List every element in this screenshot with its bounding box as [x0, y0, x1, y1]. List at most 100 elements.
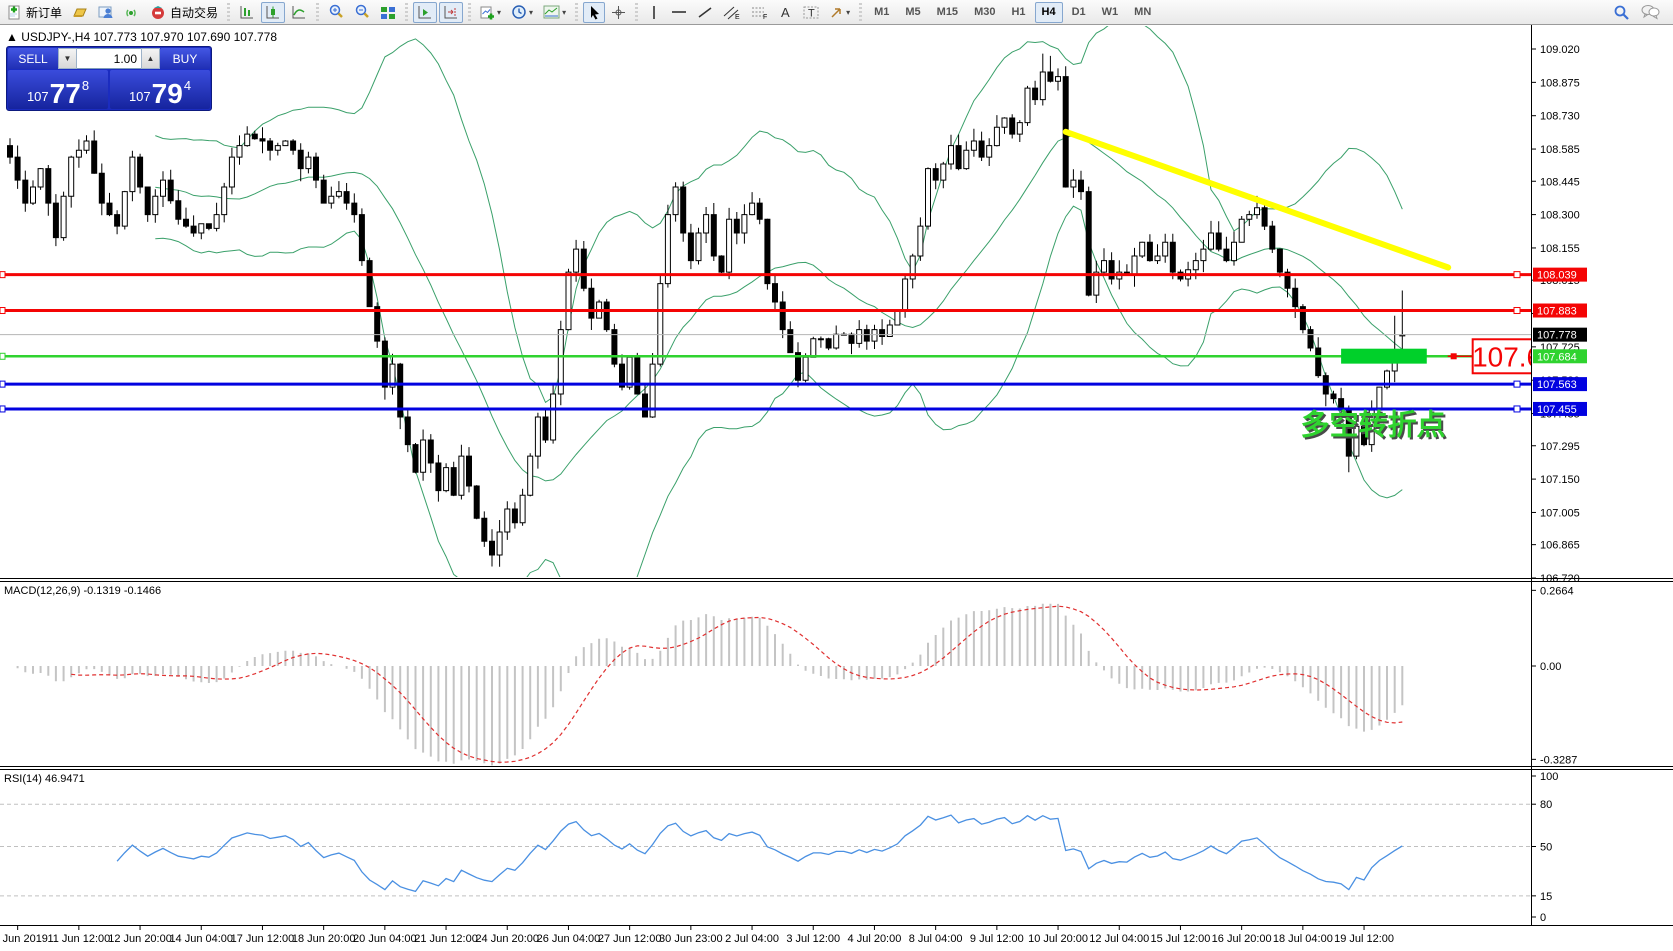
time-tick-label: 11 Jun 12:00	[47, 933, 110, 945]
turning-zone-rectangle[interactable]	[1341, 348, 1427, 364]
profiles-button[interactable]	[68, 2, 92, 23]
volume-decrease-button[interactable]: ▼	[58, 48, 77, 69]
time-tick-label: 20 Jun 04:00	[353, 933, 417, 945]
price-flag-handle[interactable]	[1450, 353, 1457, 360]
text-tool-icon: A	[781, 5, 790, 20]
periods-button[interactable]: ▾	[507, 2, 537, 23]
auto-scroll-button[interactable]	[413, 1, 438, 23]
chart-shift-icon	[444, 5, 458, 18]
trendline-annotation[interactable]	[1062, 128, 1452, 271]
line-handle[interactable]	[0, 405, 6, 413]
timeframe-button-H1[interactable]: H1	[1011, 6, 1026, 18]
trendline-button[interactable]	[693, 2, 717, 23]
toolbar-grip	[633, 3, 641, 21]
toolbar-grip	[314, 3, 322, 21]
price-tick-label: 106.720	[1540, 573, 1580, 585]
line-handle[interactable]	[0, 271, 6, 279]
line-handle[interactable]	[1513, 405, 1521, 413]
price-badge-label: 107.563	[1537, 379, 1577, 391]
time-tick-label: 4 Jul 20:00	[848, 933, 902, 945]
fibonacci-button[interactable]: F	[747, 2, 773, 23]
collapse-arrow-icon[interactable]: ▲	[6, 30, 18, 44]
price-tick-label: 108.445	[1540, 176, 1580, 188]
arrows-tool-button[interactable]: ▾	[825, 2, 854, 23]
price-tick-label: 109.020	[1540, 44, 1580, 56]
volume-increase-button[interactable]: ▲	[141, 48, 160, 69]
timeframe-button-D1[interactable]: D1	[1071, 6, 1086, 18]
zoom-in-button[interactable]	[324, 2, 348, 23]
new-order-button[interactable]: 新订单	[3, 2, 66, 23]
bollinger-band-line	[155, 134, 1403, 482]
macd-signal-line	[71, 605, 1403, 763]
rsi-label: RSI(14) 46.9471	[4, 773, 85, 785]
zoom-out-icon	[355, 4, 369, 18]
timeframe-button-W1[interactable]: W1	[1101, 6, 1119, 18]
search-button[interactable]	[1609, 2, 1634, 23]
auto-scroll-icon	[418, 5, 432, 18]
zoom-out-button[interactable]	[350, 2, 374, 23]
new-chart-button[interactable]: ▾	[476, 2, 505, 23]
vertical-line-button[interactable]	[643, 2, 665, 23]
candlestick-chart-icon	[266, 5, 280, 18]
sell-button[interactable]: SELL	[8, 48, 58, 69]
bar-chart-button[interactable]	[235, 2, 259, 23]
bollinger-band-line	[155, 205, 1403, 577]
time-tick-label: 18 Jul 04:00	[1273, 933, 1333, 945]
symbol-ohlc-line: USDJPY-,H4 107.773 107.970 107.690 107.7…	[21, 30, 277, 44]
chart-shift-button[interactable]	[439, 1, 464, 23]
cursor-button[interactable]	[583, 1, 606, 23]
timeframe-button-M5[interactable]: M5	[905, 6, 921, 18]
templates-button[interactable]: ▾	[539, 2, 570, 23]
cn-annotation-text[interactable]: 多空转折点	[1301, 407, 1446, 441]
main-toolbar: 新订单 自动交易	[0, 0, 1673, 25]
volume-input[interactable]	[77, 48, 141, 69]
signals-button[interactable]	[120, 2, 144, 23]
price-badge-label: 108.039	[1537, 270, 1577, 282]
candlestick-chart-button[interactable]	[261, 1, 286, 23]
chat-button[interactable]	[1636, 2, 1664, 23]
macd-tick-label: 0.2664	[1540, 585, 1574, 597]
horizontal-line-button[interactable]	[667, 2, 691, 23]
equidistant-channel-button[interactable]: E	[719, 2, 745, 23]
time-tick-label: 19 Jul 12:00	[1334, 933, 1394, 945]
line-handle[interactable]	[1513, 271, 1521, 279]
toolbar-grip	[403, 3, 411, 21]
tile-windows-button[interactable]	[376, 2, 400, 23]
text-tool-button[interactable]: A	[775, 2, 797, 23]
svg-text:A: A	[781, 5, 790, 20]
rsi-tick-label: 100	[1540, 771, 1558, 783]
timeframe-button-M1[interactable]: M1	[874, 6, 890, 18]
line-handle[interactable]	[0, 380, 6, 388]
timeframe-button-H4[interactable]: H4	[1034, 1, 1063, 23]
cn-annotation-shadow: 多空转折点	[1303, 409, 1448, 443]
price-tick-label: 107.005	[1540, 507, 1580, 519]
macd-label: MACD(12,26,9) -0.1319 -0.1466	[4, 585, 162, 597]
sell-quote[interactable]: 107 77 8	[8, 70, 108, 109]
line-handle[interactable]	[0, 307, 6, 315]
text-label-button[interactable]: T	[799, 2, 823, 23]
time-tick-label: 15 Jul 12:00	[1150, 933, 1210, 945]
crosshair-icon	[612, 5, 626, 19]
new-order-icon	[8, 5, 20, 19]
autotrading-button[interactable]: 自动交易	[146, 2, 222, 23]
price-flag-box[interactable]	[1471, 338, 1573, 375]
timeframe-button-M15[interactable]: M15	[936, 6, 959, 18]
timeframe-button-M30[interactable]: M30	[974, 6, 996, 18]
navigator-button[interactable]	[94, 2, 118, 23]
buy-button[interactable]: BUY	[160, 48, 210, 69]
line-handle[interactable]	[0, 352, 6, 360]
svg-text:F: F	[763, 14, 767, 20]
autotrading-icon	[152, 5, 165, 19]
line-handle[interactable]	[1513, 307, 1521, 315]
time-tick-label: 10 Jun 2019	[0, 933, 48, 945]
crosshair-button[interactable]	[607, 2, 630, 23]
line-chart-button[interactable]	[287, 2, 311, 23]
trendline-icon	[698, 6, 712, 18]
timeframe-button-MN[interactable]: MN	[1134, 6, 1152, 18]
buy-quote[interactable]: 107 79 4	[110, 70, 210, 109]
bearish-candles	[7, 71, 1367, 556]
line-handle[interactable]	[1513, 380, 1521, 388]
macd-tick-label: 0.00	[1540, 661, 1561, 673]
